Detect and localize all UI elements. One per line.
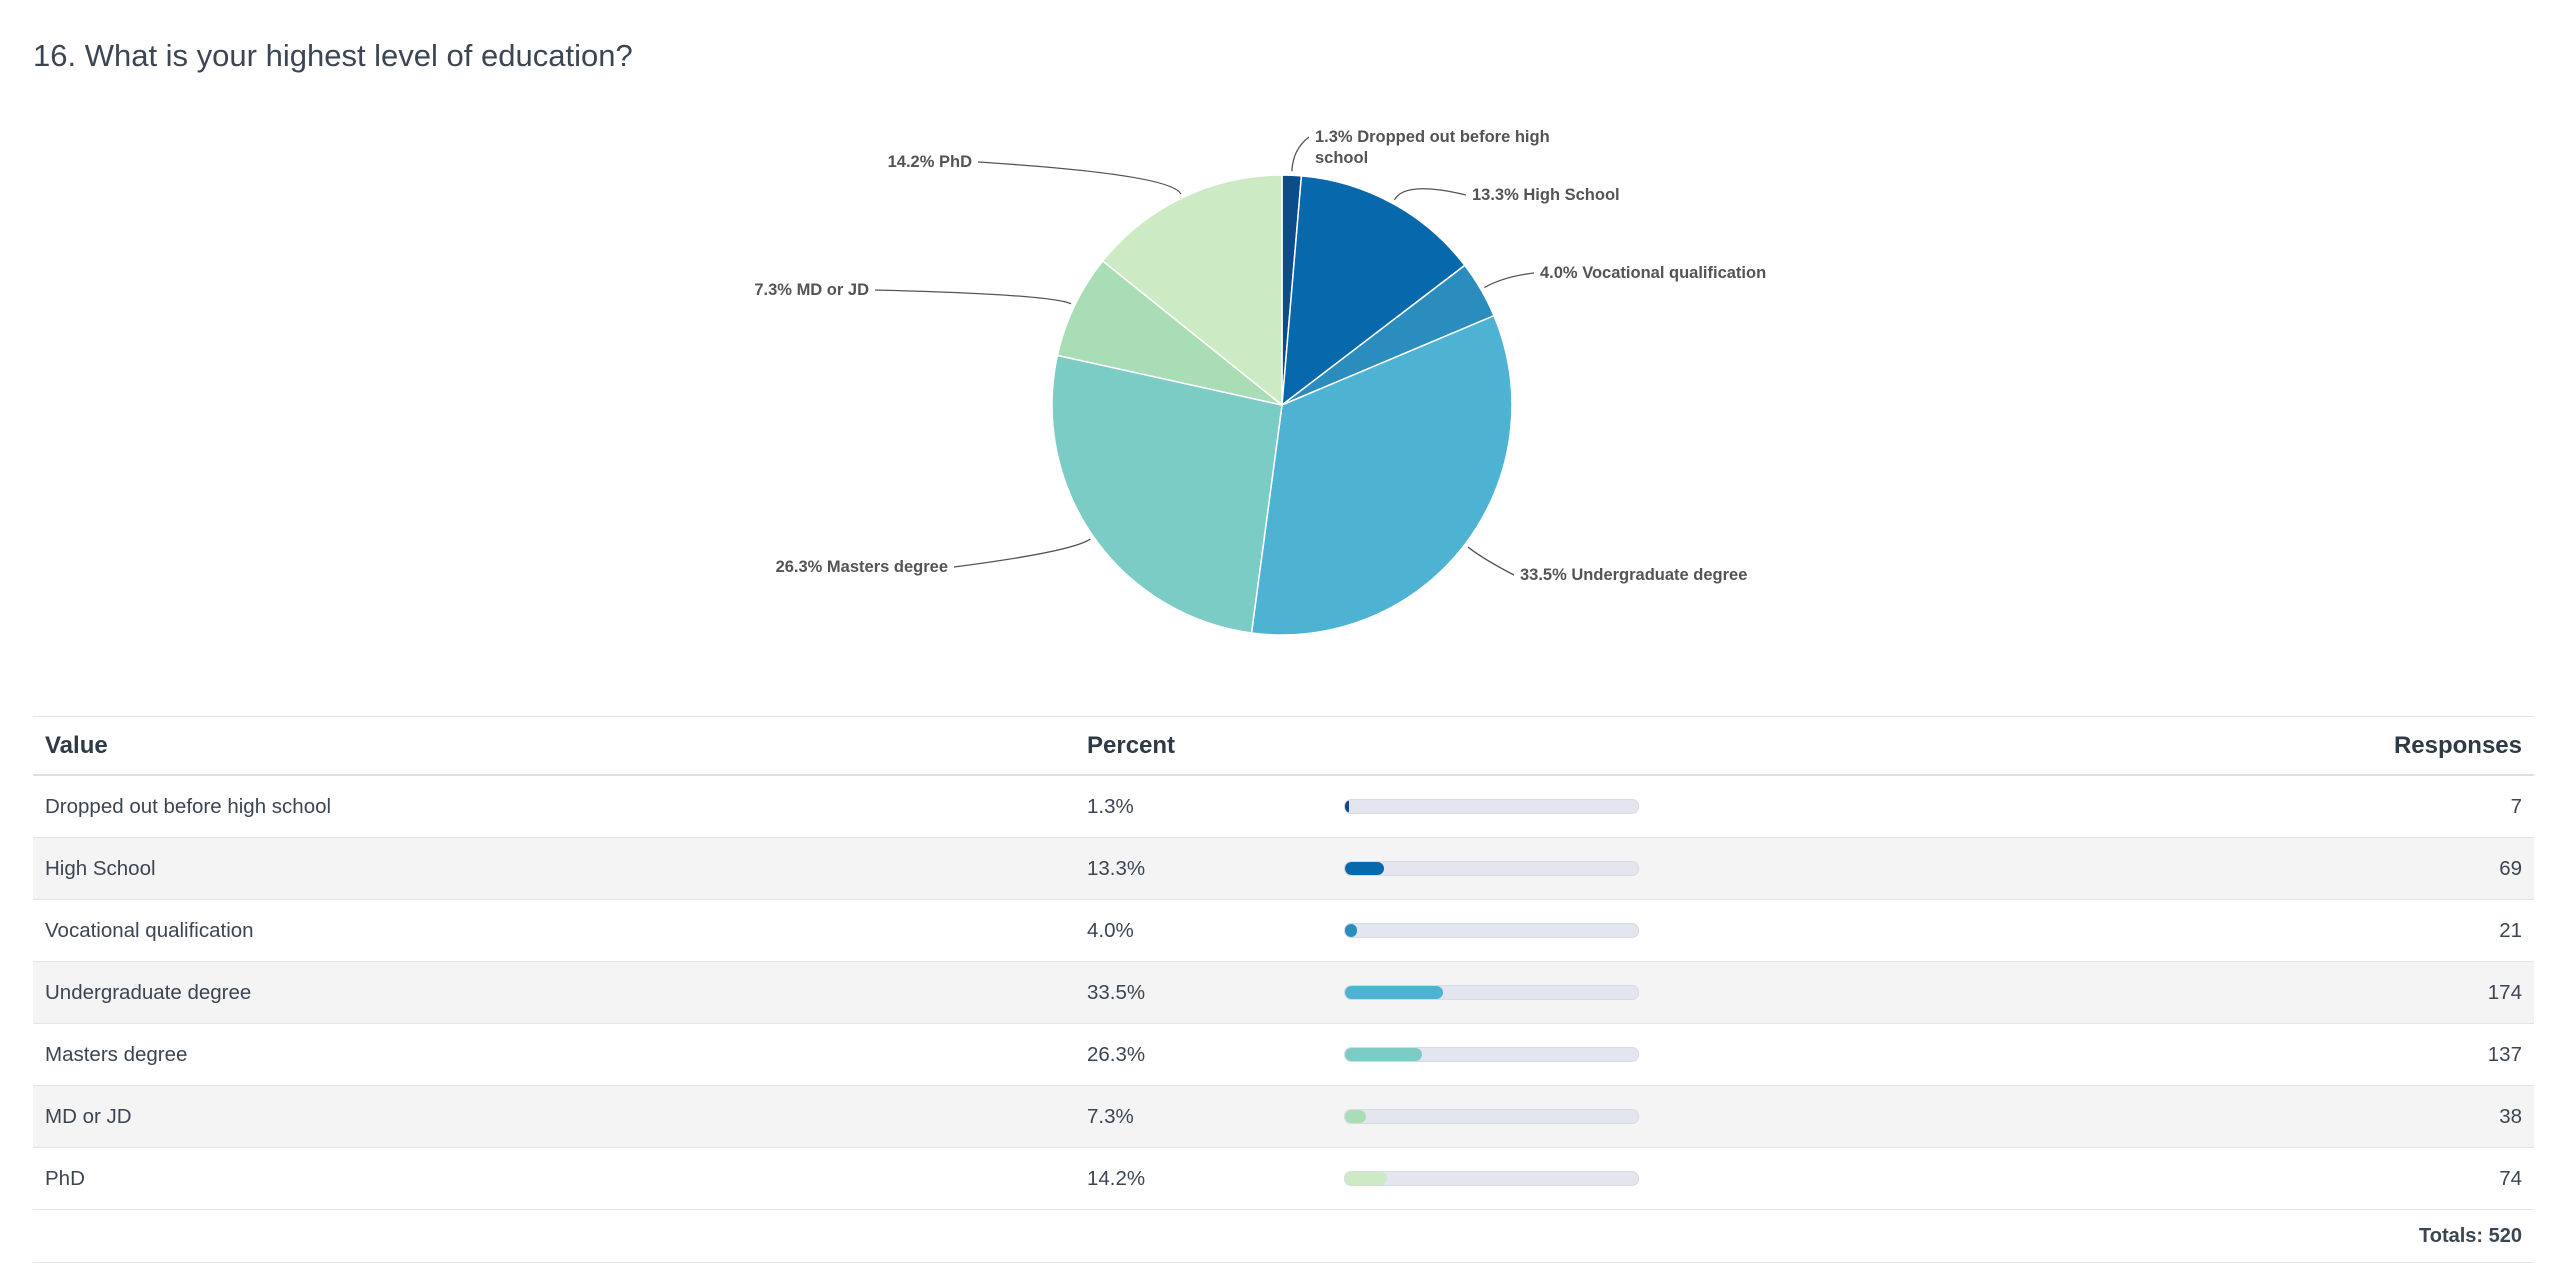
slice-label: 4.0% Vocational qualification	[1540, 264, 1766, 282]
table-row: Masters degree 26.3% 137	[33, 1023, 2534, 1086]
row-value: PhD	[33, 1147, 1075, 1210]
progress-bar-fill	[1345, 924, 1357, 937]
table-row: PhD 14.2% 74	[33, 1147, 2534, 1210]
leader-line	[953, 538, 1091, 568]
results-table: Value Percent Responses Dropped out befo…	[33, 716, 2534, 1263]
row-responses: 21	[2224, 899, 2534, 962]
progress-bar-fill	[1345, 1172, 1387, 1185]
slice-label: 13.3% High School	[1472, 186, 1620, 204]
row-bar-cell	[1332, 1023, 2224, 1086]
slice-label: 26.3% Masters degree	[776, 558, 948, 576]
header-percent: Percent	[1075, 716, 1332, 776]
table-row: Undergraduate degree 33.5% 174	[33, 961, 2534, 1024]
slice-label: 14.2% PhD	[888, 153, 972, 171]
row-percent: 14.2%	[1075, 1147, 1332, 1210]
row-responses: 74	[2224, 1147, 2534, 1210]
pie-labels: 1.3% Dropped out before high school 13.3% …	[754, 128, 1766, 584]
slice-label: 7.3% MD or JD	[754, 281, 869, 299]
header-value: Value	[33, 716, 1075, 776]
row-bar-cell	[1332, 899, 2224, 962]
row-bar-cell	[1332, 837, 2224, 900]
progress-bar-track	[1344, 1109, 1639, 1124]
row-percent: 1.3%	[1075, 775, 1332, 838]
row-percent: 33.5%	[1075, 961, 1332, 1024]
pie-chart: 1.3% Dropped out before high school 13.3% …	[754, 128, 1766, 636]
pie-slice	[1101, 174, 1283, 407]
row-responses: 174	[2224, 961, 2534, 1024]
progress-bar-track	[1344, 985, 1639, 1000]
leader-line	[1484, 272, 1535, 289]
row-bar-cell	[1332, 961, 2224, 1024]
pie-slices	[1051, 174, 1513, 636]
leader-line	[1467, 546, 1515, 576]
row-percent: 13.3%	[1075, 837, 1332, 900]
progress-bar-fill	[1345, 1110, 1367, 1123]
row-value: Dropped out before high school	[33, 775, 1075, 838]
table-body: Dropped out before high school 1.3% 7 High …	[33, 775, 2534, 1210]
progress-bar-fill	[1345, 800, 1349, 813]
table-row: Dropped out before high school 1.3% 7	[33, 775, 2534, 838]
progress-bar-fill	[1345, 986, 1444, 999]
row-responses: 7	[2224, 775, 2534, 838]
slice-label: 1.3% Dropped out before high school	[1315, 128, 1550, 167]
pie-slice	[1281, 175, 1466, 407]
table-row: Vocational qualification 4.0% 21	[33, 899, 2534, 962]
progress-bar-fill	[1345, 1048, 1423, 1061]
row-value: Masters degree	[33, 1023, 1075, 1086]
progress-bar-fill	[1345, 862, 1384, 875]
slice-label: 33.5% Undergraduate degree	[1520, 566, 1747, 584]
progress-bar-track	[1344, 799, 1639, 814]
row-value: Undergraduate degree	[33, 961, 1075, 1024]
row-percent: 4.0%	[1075, 899, 1332, 962]
row-bar-cell	[1332, 1147, 2224, 1210]
leader-line	[1393, 188, 1467, 201]
row-bar-cell	[1332, 775, 2224, 838]
totals-value: Totals: 520	[33, 1209, 2534, 1263]
row-responses: 69	[2224, 837, 2534, 900]
table-header-row: Value Percent Responses	[33, 716, 2534, 776]
row-percent: 26.3%	[1075, 1023, 1332, 1086]
leader-line	[874, 289, 1072, 305]
pie-slice	[1051, 354, 1283, 634]
progress-bar-track	[1344, 923, 1639, 938]
row-value: High School	[33, 837, 1075, 900]
row-responses: 137	[2224, 1023, 2534, 1086]
header-responses: Responses	[2224, 716, 2534, 776]
row-bar-cell	[1332, 1085, 2224, 1148]
progress-bar-track	[1344, 861, 1639, 876]
pie-slice	[1250, 314, 1513, 636]
leader-line	[977, 161, 1182, 195]
progress-bar-track	[1344, 1047, 1639, 1062]
leader-line	[1291, 136, 1310, 172]
row-percent: 7.3%	[1075, 1085, 1332, 1148]
table-row: MD or JD 7.3% 38	[33, 1085, 2534, 1148]
pie-slice	[1056, 259, 1283, 406]
row-value: MD or JD	[33, 1085, 1075, 1148]
header-bar	[1332, 716, 2224, 776]
table-row: High School 13.3% 69	[33, 837, 2534, 900]
totals-row: Totals: 520	[33, 1209, 2534, 1263]
row-responses: 38	[2224, 1085, 2534, 1148]
progress-bar-track	[1344, 1171, 1639, 1186]
row-value: Vocational qualification	[33, 899, 1075, 962]
question-title: 16. What is your highest level of educat…	[33, 38, 633, 73]
